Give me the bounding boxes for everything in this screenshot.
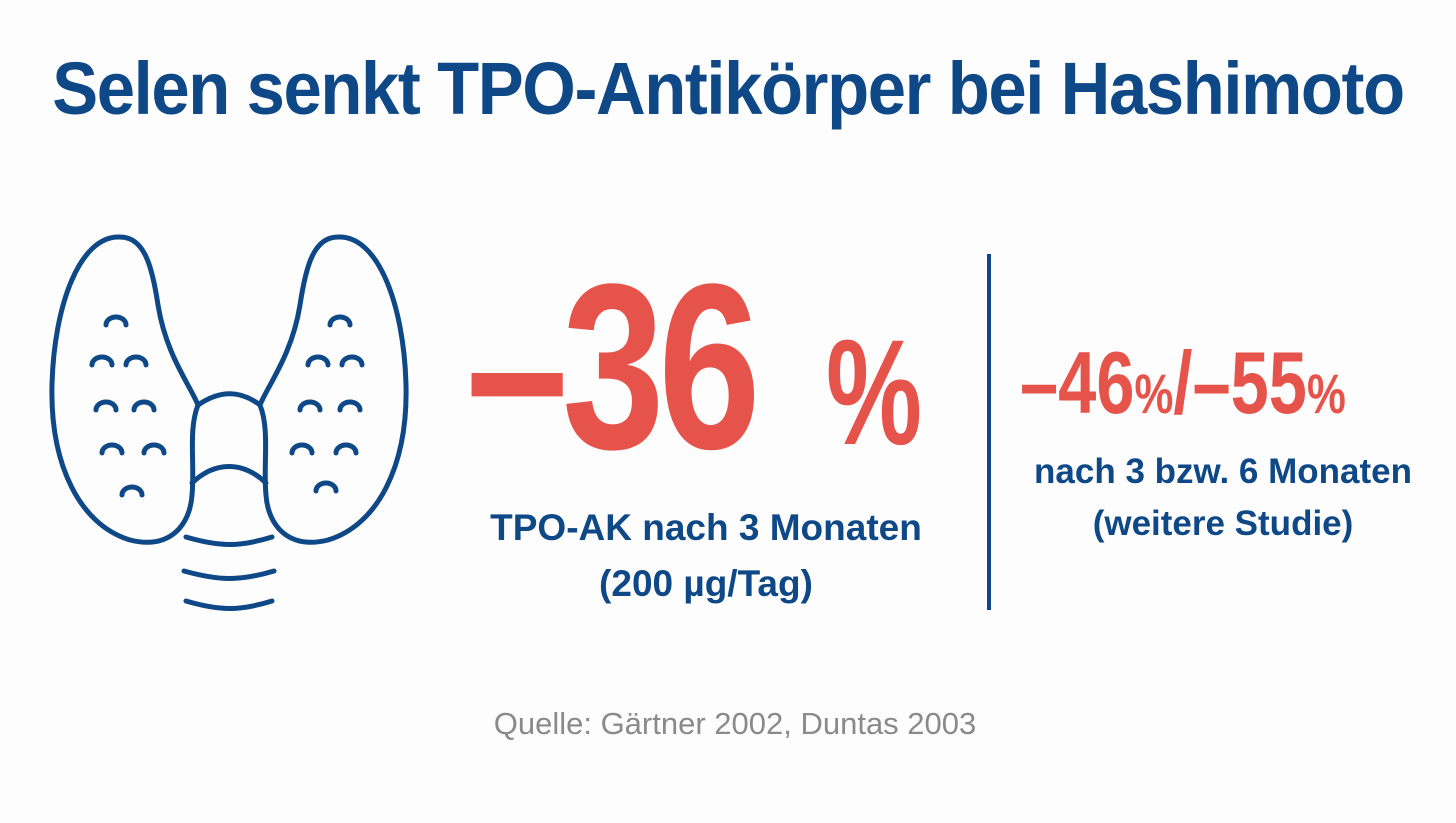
source-citation: Quelle: Gärtner 2002, Duntas 2003 [493,706,977,741]
main-stat-value: –36 [466,235,761,499]
main-caption-line2: (200 µg/Tag) [599,563,813,604]
page-title: Selen senkt TPO-Antikörper bei Hashimoto [52,47,1405,130]
side-stat-value-a: –46 [1020,333,1135,432]
main-stat: –36 % [466,235,956,499]
side-stat: –46%/–55% [1018,338,1438,428]
main-stat-unit: % [826,308,923,476]
main-caption-line1: TPO-AK nach 3 Monaten [490,507,922,548]
side-stat-unit-a: % [1134,362,1174,425]
side-caption-line2: (weitere Studie) [1092,504,1354,543]
side-stat-unit-b: % [1306,362,1346,425]
side-stat-separator: / [1173,333,1193,432]
main-stat-caption: TPO-AK nach 3 Monaten (200 µg/Tag) [466,500,946,612]
side-stat-caption: nach 3 bzw. 6 Monaten (weitere Studie) [1008,446,1438,550]
side-stat-value: –46%/–55% [1020,338,1346,439]
side-stat-value-b: –55 [1192,333,1307,432]
vertical-divider [987,254,991,610]
side-caption-line1: nach 3 bzw. 6 Monaten [1034,452,1412,491]
thyroid-icon [49,234,409,611]
